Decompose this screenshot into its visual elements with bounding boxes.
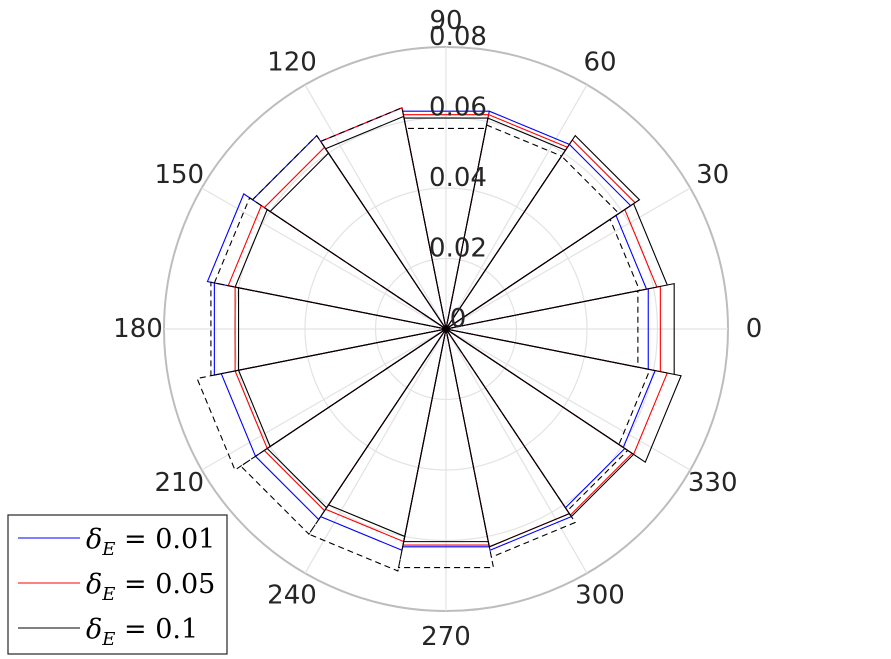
r-tick-label-2: 0.04 xyxy=(429,163,487,193)
r-tick-label-1: 0.02 xyxy=(429,234,487,264)
theta-tick-120: 120 xyxy=(267,47,317,77)
theta-tick-240: 240 xyxy=(267,581,317,611)
theta-tick-60: 60 xyxy=(583,47,616,77)
grid-spoke-240 xyxy=(304,328,447,574)
theta-tick-0: 0 xyxy=(746,314,763,344)
series-layer xyxy=(196,106,682,572)
theta-tick-150: 150 xyxy=(154,160,204,190)
grid-spoke-150 xyxy=(201,187,447,330)
theta-tick-330: 330 xyxy=(688,468,738,498)
r-tick-label-4: 0.08 xyxy=(429,22,487,52)
r-tick-label-0: 0 xyxy=(450,304,467,334)
grid-spoke-120 xyxy=(304,84,447,330)
legend-label-2: δE = 0.1 xyxy=(86,614,198,650)
series-3-outline xyxy=(196,106,651,572)
theta-tick-90: 90 xyxy=(429,6,462,36)
grid-spoke-210 xyxy=(201,328,447,471)
legend-label-0: δE = 0.01 xyxy=(86,524,215,560)
legend-label-1: δE = 0.05 xyxy=(86,569,215,605)
theta-tick-270: 270 xyxy=(421,622,471,652)
grid-spoke-330 xyxy=(445,328,691,471)
tick-labels: 0 30 60 90 120 150 180 210 240 270 300 330 0 0.02 0.04… xyxy=(113,6,762,652)
grid-spoke-300 xyxy=(445,328,588,574)
grid-spoke-30 xyxy=(445,187,691,330)
legend: δE = 0.01 δE = 0.05 δE = 0.1 xyxy=(7,514,228,655)
theta-tick-210: 210 xyxy=(154,468,204,498)
r-tick-label-3: 0.06 xyxy=(429,93,487,123)
polar-grid xyxy=(163,46,729,612)
grid-spoke-60 xyxy=(445,84,588,330)
theta-tick-30: 30 xyxy=(696,160,729,190)
theta-tick-300: 300 xyxy=(575,581,625,611)
theta-tick-180: 180 xyxy=(113,314,163,344)
